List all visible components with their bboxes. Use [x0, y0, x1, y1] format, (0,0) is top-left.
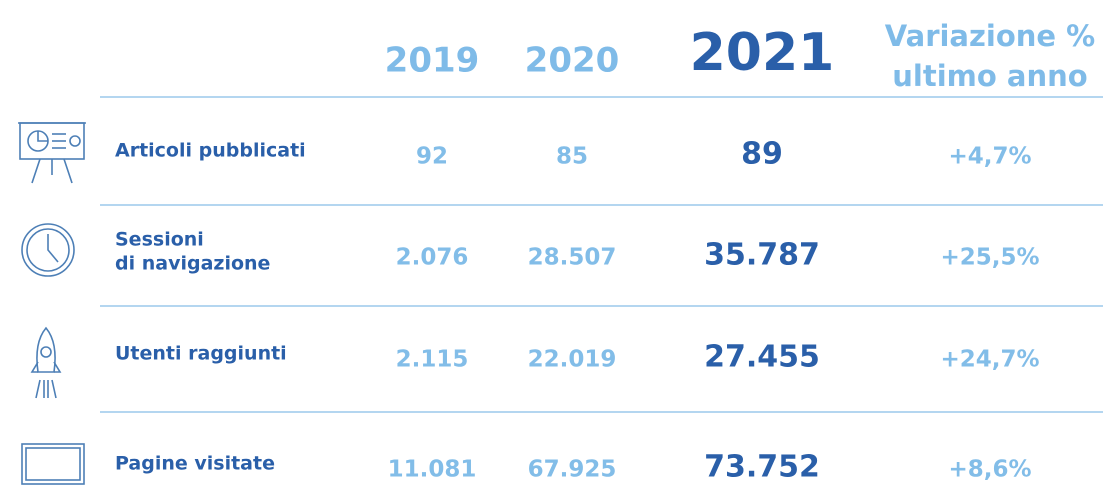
cell-value: 28.507: [528, 245, 617, 271]
icon-clock: [21, 223, 75, 277]
icon-laptop: [21, 443, 85, 485]
cell-value: 85: [556, 144, 588, 170]
icon-presentation: [18, 122, 86, 184]
cell-value: +24,7%: [940, 347, 1039, 373]
cell-value: 11.081: [388, 457, 477, 483]
cell-value: 92: [416, 144, 448, 170]
row-label: di navigazione: [115, 253, 270, 275]
column-header: 2020: [525, 41, 620, 81]
cell-value: +4,7%: [948, 144, 1031, 170]
cell-value: 2.076: [396, 245, 469, 271]
cell-value: 73.752: [704, 450, 820, 485]
row-label: Sessioni: [115, 229, 204, 251]
cell-value: 2.115: [396, 347, 469, 373]
row-label: Articoli pubblicati: [115, 140, 306, 162]
cell-value: 27.455: [704, 340, 820, 375]
column-header: 2021: [690, 23, 835, 83]
row-label: Utenti raggiunti: [115, 343, 287, 365]
column-header: Variazione %: [885, 19, 1095, 53]
cell-value: 35.787: [704, 238, 820, 273]
row-label: Pagine visitate: [115, 453, 275, 475]
cell-value: 22.019: [528, 347, 617, 373]
cell-value: 67.925: [528, 457, 617, 483]
icon-rocket: [30, 326, 62, 399]
cell-value: +25,5%: [940, 245, 1039, 271]
cell-value: 89: [741, 137, 783, 172]
cell-value: +8,6%: [948, 457, 1031, 483]
column-header: 2019: [385, 41, 480, 81]
column-header: ultimo anno: [892, 59, 1087, 93]
